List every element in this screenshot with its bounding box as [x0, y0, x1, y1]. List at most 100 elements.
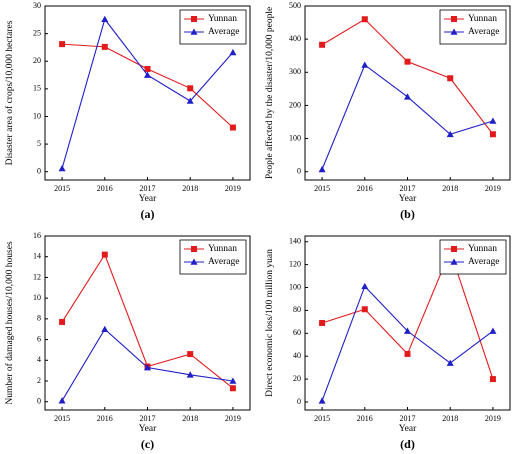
y-tick-label: 2 [37, 376, 41, 385]
marker [489, 117, 497, 124]
marker [101, 43, 108, 50]
marker [144, 65, 151, 72]
y-tick-label: 10 [33, 111, 41, 120]
y-tick-label: 0 [297, 167, 301, 176]
marker [229, 377, 237, 384]
legend-marker [451, 246, 457, 252]
marker [404, 327, 411, 334]
marker [144, 71, 151, 78]
marker [404, 58, 411, 65]
x-axis-label: Year [139, 424, 157, 434]
y-axis-label: Number of damaged houses/10,000 houses [4, 241, 15, 405]
y-tick-label: 20 [33, 56, 41, 65]
y-tick-label: 300 [289, 67, 301, 76]
marker [446, 359, 454, 366]
legend-box [179, 239, 247, 275]
marker [404, 93, 411, 100]
legend-label: Average [208, 27, 239, 37]
marker [404, 350, 411, 357]
marker [59, 41, 66, 48]
y-tick-label: 30 [33, 1, 41, 10]
marker [59, 318, 66, 325]
marker [187, 351, 194, 358]
legend-label: Average [468, 257, 499, 267]
x-tick-label: 2017 [140, 184, 156, 193]
x-tick-label: 2019 [485, 414, 501, 423]
legend-label: Yunnan [208, 14, 237, 24]
legend-label: Average [208, 257, 239, 267]
marker [186, 371, 194, 378]
y-tick-label: 120 [289, 259, 301, 268]
y-tick-label: 12 [33, 272, 41, 281]
marker [447, 75, 454, 82]
marker [186, 97, 194, 104]
x-tick-label: 2015 [54, 414, 70, 423]
marker [489, 376, 496, 383]
marker [101, 325, 109, 333]
y-tick-label: 100 [289, 282, 301, 291]
x-tick-label: 2015 [54, 184, 70, 193]
legend-marker [450, 28, 458, 35]
y-tick-label: 16 [33, 231, 41, 240]
x-tick-label: 2015 [314, 414, 330, 423]
legend-marker [191, 246, 197, 252]
marker [319, 41, 326, 48]
marker [361, 282, 369, 290]
marker [187, 85, 194, 92]
x-tick-label: 2019 [485, 184, 501, 193]
x-axis-label: Year [399, 424, 417, 434]
legend-label: Yunnan [468, 14, 497, 24]
marker [319, 320, 326, 326]
series-line [321, 64, 494, 170]
x-tick-label: 2016 [97, 184, 113, 193]
marker [361, 16, 368, 23]
y-tick-label: 5 [37, 139, 41, 148]
marker [229, 124, 236, 131]
y-tick-label: 140 [289, 237, 301, 246]
y-tick-label: 25 [33, 28, 41, 37]
legend-marker [451, 16, 457, 22]
x-tick-label: 2017 [400, 414, 416, 423]
y-tick-label: 500 [289, 1, 301, 10]
y-axis-label: Direct economic loss/100 million yuan [265, 249, 275, 397]
y-axis-label: People affected by the disaster/10,000 p… [264, 7, 275, 179]
x-tick-label: 2018 [182, 184, 198, 193]
x-tick-label: 2015 [314, 184, 330, 193]
y-tick-label: 0 [37, 167, 41, 176]
marker [101, 251, 108, 258]
x-tick-label: 2017 [400, 184, 416, 193]
y-tick-label: 400 [289, 34, 301, 43]
marker [318, 397, 326, 404]
marker [318, 165, 326, 173]
y-tick-label: 60 [293, 328, 301, 337]
marker [446, 130, 454, 138]
y-tick-label: 80 [293, 305, 301, 314]
marker [489, 327, 497, 334]
y-tick-label: 10 [33, 293, 41, 302]
y-tick-label: 100 [289, 133, 301, 142]
y-tick-label: 0 [37, 397, 41, 406]
x-tick-label: 2017 [140, 414, 156, 423]
marker [58, 397, 66, 404]
legend-box [439, 239, 507, 275]
marker [361, 306, 368, 313]
panel-caption: (a) [141, 207, 155, 221]
marker [229, 385, 236, 392]
legend-box [179, 9, 247, 45]
y-tick-label: 40 [293, 351, 301, 360]
x-tick-label: 2018 [182, 414, 198, 423]
x-tick-label: 2016 [357, 414, 373, 423]
x-tick-label: 2018 [442, 414, 458, 423]
y-tick-label: 20 [293, 374, 301, 383]
y-tick-label: 14 [33, 252, 41, 261]
legend-label: Yunnan [468, 244, 497, 254]
panel-caption: (b) [400, 207, 415, 221]
x-axis-label: Year [399, 194, 417, 204]
series-line [62, 43, 234, 128]
y-tick-label: 0 [297, 397, 301, 406]
legend-marker [450, 258, 458, 265]
y-tick-label: 6 [37, 334, 41, 343]
x-tick-label: 2018 [442, 184, 458, 193]
legend-marker [190, 28, 198, 35]
